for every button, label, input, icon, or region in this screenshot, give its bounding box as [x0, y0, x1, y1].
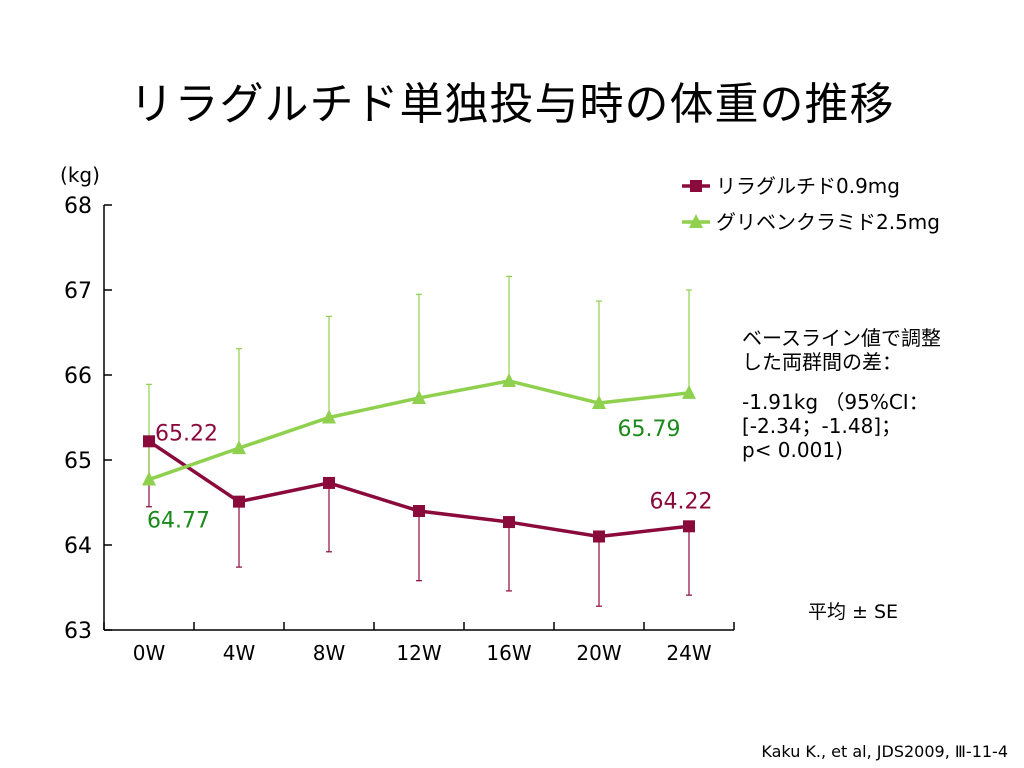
chart-axes: 63 64 65 66 67 68 0W 4W 8W 12W 16W 20W 24W (kg) — [60, 163, 735, 665]
legend-swatch-marker — [689, 214, 703, 228]
x-tick-label: 24W — [666, 641, 711, 665]
data-point — [323, 476, 335, 489]
data-point — [232, 440, 246, 455]
error-bar-note: 平均 ± SE — [808, 601, 899, 623]
citation: Kaku K., et al, JDS2009, Ⅲ-11-4 — [761, 742, 1008, 761]
legend-swatch-marker — [690, 180, 702, 192]
data-point — [142, 471, 156, 486]
x-tick-label: 16W — [486, 641, 531, 665]
legend: リラグルチド0.9mg グリベンクラミド2.5mg — [682, 174, 940, 234]
x-tick-label: 4W — [223, 641, 256, 665]
series-markers — [142, 372, 696, 543]
data-point — [593, 530, 605, 543]
y-tick-label: 68 — [64, 194, 92, 219]
data-point — [412, 389, 426, 404]
data-label: 65.79 — [618, 417, 681, 442]
y-tick-label: 63 — [64, 619, 92, 644]
data-label: 64.77 — [147, 509, 210, 534]
y-axis-label: (kg) — [60, 163, 100, 187]
diff-heading-line2: した両群間の差： — [742, 350, 902, 374]
data-point — [143, 435, 155, 448]
legend-entry-label: グリベンクラミド2.5mg — [716, 210, 940, 234]
data-point — [683, 520, 695, 533]
data-point — [413, 505, 425, 517]
error-bars — [146, 275, 692, 607]
data-point — [322, 409, 336, 424]
data-label: 65.22 — [155, 421, 218, 446]
page-title: リラグルチド単独投与時の体重の推移 — [129, 79, 895, 130]
y-tick-label: 66 — [64, 364, 92, 389]
legend-entry-label: リラグルチド0.9mg — [716, 174, 900, 198]
x-tick-label: 12W — [396, 641, 441, 665]
data-point — [682, 384, 696, 399]
x-tick-label: 8W — [313, 641, 346, 665]
diff-value-line3: p< 0.001) — [742, 438, 843, 462]
data-labels: 65.22 64.22 64.77 65.79 — [147, 417, 712, 534]
x-tick-label: 0W — [133, 641, 166, 665]
data-point — [233, 495, 245, 508]
data-label: 64.22 — [650, 489, 713, 514]
y-tick-label: 67 — [64, 279, 92, 304]
data-point — [592, 395, 606, 410]
data-point — [502, 372, 516, 387]
diff-value-line1: -1.91kg （95%CI： — [742, 390, 929, 414]
y-tick-label: 65 — [64, 449, 92, 474]
diff-value-line2: [-2.34；-1.48]； — [742, 414, 902, 438]
data-point — [503, 516, 515, 529]
diff-heading-line1: ベースライン値で調整 — [742, 326, 941, 350]
x-tick-label: 20W — [576, 641, 621, 665]
y-tick-label: 64 — [64, 534, 92, 559]
